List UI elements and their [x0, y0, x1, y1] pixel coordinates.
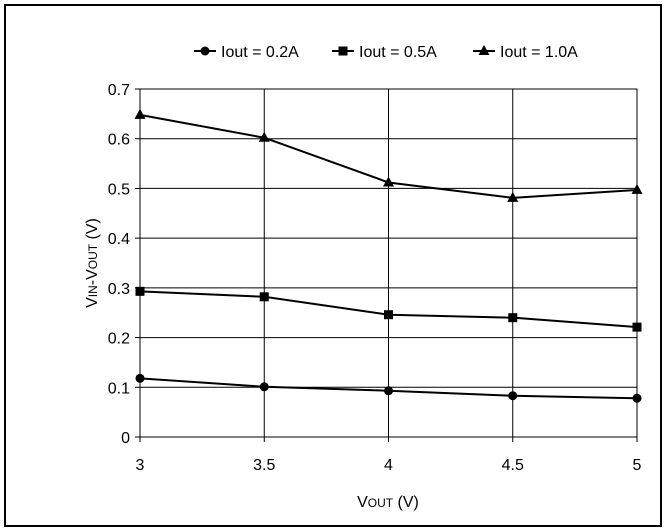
legend-item-3: Iout = 1.0A: [473, 44, 578, 61]
y-tick-labels: 0 0.1 0.2 0.3 0.4 0.5 0.6 0.7: [108, 82, 140, 447]
legend-label: Iout = 1.0A: [500, 44, 578, 61]
legend-item-1: Iout = 0.2A: [194, 44, 299, 61]
y-tick-label: 0.6: [108, 132, 130, 149]
x-axis-label: VOUT (V): [357, 494, 419, 511]
y-tick-label: 0.2: [108, 331, 130, 348]
legend-marker: [200, 46, 210, 56]
data-point: [632, 393, 642, 403]
x-axis-label-main: V: [357, 494, 368, 511]
legend-item-2: Iout = 0.5A: [332, 44, 437, 61]
data-point: [259, 292, 269, 302]
data-point: [508, 313, 518, 323]
y-axis-label-subscript-out: OUT: [86, 243, 100, 269]
y-axis-label: VIN-VOUT (V): [84, 218, 101, 308]
data-point: [135, 286, 145, 296]
legend-label: Iout = 0.2A: [221, 44, 299, 61]
x-tick-label: 4.5: [502, 457, 524, 474]
y-axis-label-dash: -V: [84, 269, 101, 285]
y-tick-label: 0.7: [108, 82, 130, 99]
y-axis-label-subscript-in: IN: [86, 285, 100, 297]
legend-label: Iout = 0.5A: [359, 44, 437, 61]
y-tick-label: 0.1: [108, 380, 130, 397]
y-axis-label-main: V: [84, 297, 101, 308]
x-axis-label-unit: (V): [393, 494, 419, 511]
y-axis-label-unit: (V): [84, 218, 101, 244]
data-point: [383, 176, 394, 187]
x-tick-label: 3: [136, 457, 145, 474]
legend-marker: [478, 45, 490, 55]
data-point: [384, 386, 393, 396]
x-tick-label: 5: [633, 457, 642, 474]
series-1: [135, 373, 642, 403]
x-axis-label-subscript: OUT: [368, 496, 394, 510]
y-tick-label: 0: [121, 430, 130, 447]
y-tick-label: 0.4: [108, 231, 130, 248]
series-3: [134, 108, 643, 202]
y-tick-label: 0.5: [108, 181, 130, 198]
data-point: [259, 382, 269, 392]
data-point: [631, 183, 643, 194]
data-point: [632, 322, 642, 332]
data-point: [507, 191, 519, 202]
data-point: [135, 373, 145, 383]
legend-marker: [338, 46, 348, 56]
data-point: [134, 108, 146, 119]
chart-frame: [4, 4, 662, 527]
x-tick-label: 4: [384, 457, 393, 474]
x-tick-labels: 3 3.5 4 4.5 5: [136, 437, 642, 474]
x-tick-label: 3.5: [253, 457, 275, 474]
data-point: [258, 131, 270, 142]
legend: Iout = 0.2A Iout = 0.5A Iout = 1.0A: [194, 44, 578, 61]
data-series: [134, 108, 643, 403]
data-point: [384, 310, 393, 320]
y-tick-label: 0.3: [108, 281, 130, 298]
data-point: [508, 391, 518, 401]
series-2: [135, 286, 642, 332]
